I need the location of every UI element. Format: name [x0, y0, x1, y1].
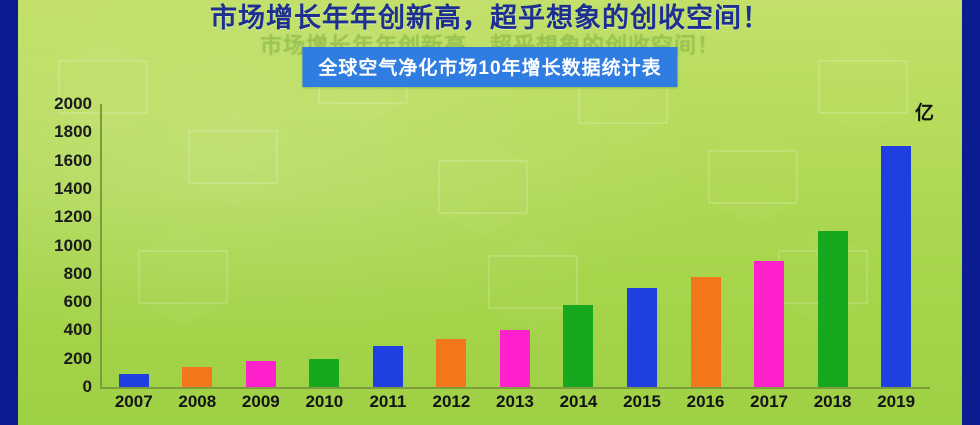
bar-2015[interactable]	[627, 287, 658, 387]
y-tick-label: 600	[63, 292, 92, 312]
x-tick-label: 2014	[559, 392, 598, 411]
bar-series	[102, 104, 928, 387]
x-tick-label: 2009	[241, 392, 280, 411]
hexagon-texture	[18, 0, 962, 425]
x-tick-label: 2007	[114, 392, 153, 411]
bar-cell	[356, 104, 420, 387]
bar-cell	[420, 104, 484, 387]
bar-2008[interactable]	[182, 367, 213, 387]
y-tick-label: 1200	[54, 207, 92, 227]
x-axis-tick-labels: 2007 2008 2009 2010 2011 2012 2013 2014 2015 2016…	[102, 392, 928, 412]
bar-cell	[610, 104, 674, 387]
bar-2016[interactable]	[690, 276, 721, 387]
bar-2019[interactable]	[881, 146, 912, 387]
bar-2017[interactable]	[754, 261, 785, 387]
bar-2010[interactable]	[309, 358, 340, 387]
bar-chart: 亿 2000 1800 1600 1400 1200 1000 800 600 400 200 0 …	[18, 92, 962, 425]
y-tick-label: 1600	[54, 150, 92, 170]
bar-cell	[801, 104, 865, 387]
bar-2011[interactable]	[372, 345, 403, 387]
y-tick-label: 1800	[54, 122, 92, 142]
unit-label: 亿	[914, 103, 934, 124]
x-tick-label: 2010	[305, 392, 344, 411]
x-tick-label: 2015	[623, 392, 661, 411]
bar-cell	[229, 104, 293, 387]
subtitle-banner: 全球空气净化市场10年增长数据统计表	[302, 47, 678, 87]
bar-cell	[547, 104, 611, 387]
plot-area	[100, 104, 930, 389]
y-tick-label: 800	[63, 263, 92, 283]
y-axis-tick-labels: 2000 1800 1600 1400 1200 1000 800 600 400 200 0	[18, 92, 92, 396]
y-tick-label: 400	[63, 320, 92, 340]
y-tick-label: 1000	[54, 235, 92, 255]
x-tick-label: 2016	[686, 392, 725, 411]
y-tick-label: 200	[63, 348, 92, 368]
x-tick-label: 2013	[496, 392, 534, 411]
x-tick-label: 2011	[369, 392, 407, 411]
bar-cell	[166, 104, 230, 387]
bar-2013[interactable]	[499, 330, 530, 387]
bar-2009[interactable]	[245, 360, 276, 387]
bar-2018[interactable]	[817, 231, 848, 387]
bar-2014[interactable]	[563, 304, 594, 387]
bar-cell	[483, 104, 547, 387]
y-tick-label: 0	[82, 377, 92, 396]
x-tick-label: 2017	[750, 392, 788, 411]
bar-cell	[864, 104, 928, 387]
bar-cell	[674, 104, 738, 387]
bar-cell	[737, 104, 801, 387]
bar-cell	[102, 104, 166, 387]
y-tick-label: 1400	[54, 178, 92, 198]
page-title: 市场增长年年创新高，超乎想象的创收空间！	[210, 3, 770, 33]
x-tick-label: 2012	[432, 392, 471, 411]
x-tick-label: 2008	[178, 392, 217, 411]
bar-2007[interactable]	[118, 374, 149, 387]
y-tick-label: 2000	[54, 94, 92, 113]
bar-2012[interactable]	[436, 338, 467, 387]
x-tick-label: 2018	[813, 392, 852, 411]
x-tick-label: 2019	[877, 392, 916, 411]
bar-cell	[293, 104, 357, 387]
